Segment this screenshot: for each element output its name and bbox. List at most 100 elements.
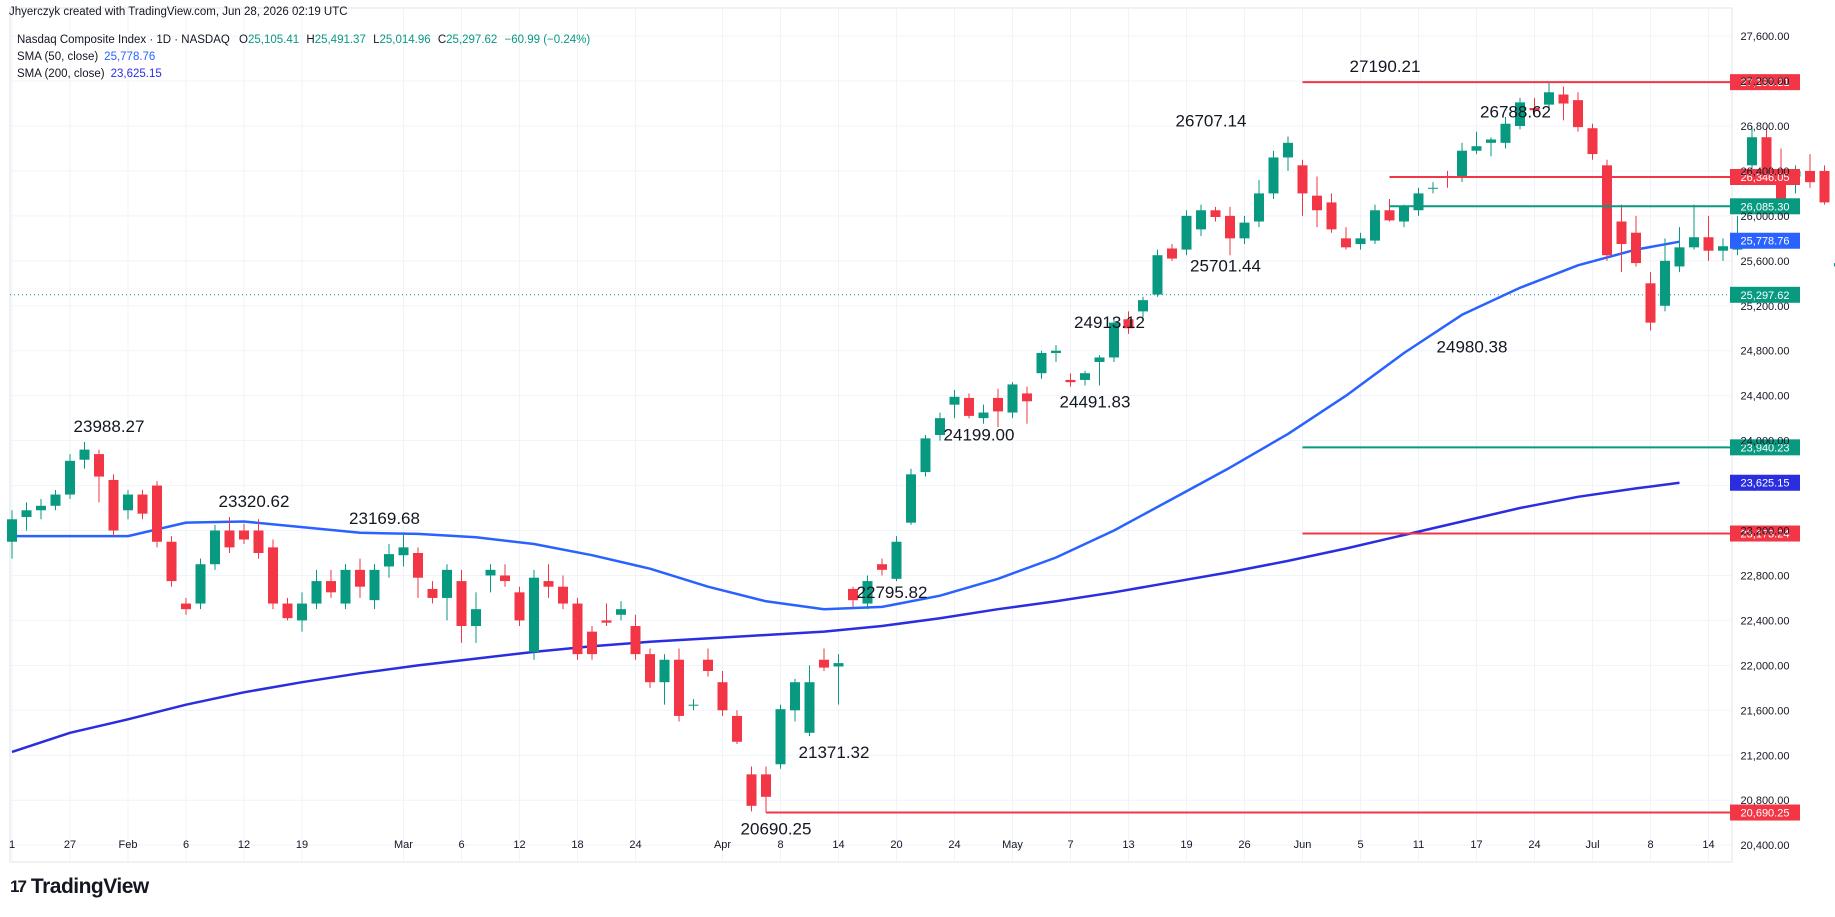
x-tick-label: 8: [777, 839, 783, 851]
candle-body: [1254, 193, 1264, 222]
level-price-tag: [1730, 804, 1800, 821]
candle-body: [1283, 142, 1293, 158]
time-axis[interactable]: 1 27 Feb 6 12 19 Mar 6 12 18 24 Apr 8 14 20 24 May 7 13 19 2…: [9, 839, 1715, 851]
tradingview-logo-icon: 17: [10, 877, 27, 896]
candle-body: [1602, 165, 1612, 256]
candle-body: [1268, 157, 1279, 194]
price-annotation: 27190.21: [1350, 57, 1421, 76]
candle-body: [253, 530, 264, 553]
price-annotation: 23988.27: [74, 417, 145, 436]
y-tick-label: 26,000.00: [1741, 211, 1790, 223]
x-tick-label: 17: [1470, 839, 1482, 851]
candle-body: [1370, 210, 1380, 241]
candle-body: [1515, 102, 1525, 126]
x-tick-label: 12: [513, 839, 525, 851]
x-tick-label: Apr: [714, 839, 731, 851]
candle-body: [775, 709, 786, 765]
ohlc-open-label: O: [239, 34, 248, 46]
candle-body: [108, 479, 119, 531]
candle-body: [442, 569, 452, 598]
symbol-title: Nasdaq Composite Index · 1D · NASDAQ: [17, 34, 230, 46]
candle-body: [891, 541, 902, 579]
symbol-legend[interactable]: Nasdaq Composite Index · 1D · NASDAQ O25…: [17, 34, 590, 46]
level-price-label: 20,690.25: [1741, 808, 1790, 820]
candle-body: [703, 659, 713, 671]
price-tag: [1730, 286, 1800, 303]
x-tick-label: 6: [183, 839, 189, 851]
x-tick-label: 27: [64, 839, 76, 851]
annotations: 23988.27 23320.62 23169.68 20690.25 21371.32…: [74, 57, 1551, 838]
candle-body: [239, 530, 249, 540]
level-price-label: 26,346.05: [1741, 172, 1790, 184]
candle-body: [1312, 195, 1322, 211]
price-annotation: 23320.62: [219, 492, 290, 511]
candle-body: [1355, 238, 1366, 244]
x-tick-label: 24: [948, 839, 960, 851]
x-tick-label: Jul: [1585, 839, 1599, 851]
candle-body: [1022, 393, 1032, 402]
candle-body: [1747, 137, 1757, 166]
price-tag-label: 23,625.15: [1741, 478, 1790, 490]
candle-body: [1529, 108, 1540, 111]
y-tick-label: 22,400.00: [1741, 615, 1790, 627]
candle-body: [804, 682, 815, 733]
ohlc-close-label: C: [437, 34, 447, 46]
x-tick-label: 5: [1357, 839, 1363, 851]
y-tick-label: 22,800.00: [1741, 570, 1790, 582]
y-tick-label: 26,400.00: [1741, 166, 1790, 178]
sma200-value: 23,625.15: [110, 68, 162, 80]
x-tick-label: Jun: [1294, 839, 1312, 851]
horizontal-lines[interactable]: 27,190.21 26,346.05 26,085.30 23,940.23 23,1…: [766, 74, 1800, 821]
candle-body: [471, 609, 481, 627]
x-tick-label: 20: [890, 839, 902, 851]
price-annotation: 24913.12: [1074, 313, 1145, 332]
candle-body: [935, 418, 945, 435]
x-tick-label: 24: [1528, 839, 1540, 851]
level-price-label: 23,173.24: [1741, 529, 1790, 541]
sma50-line: [12, 240, 1680, 611]
candle-body: [1094, 357, 1105, 362]
x-tick-label: 18: [571, 839, 583, 851]
candle-body: [659, 659, 670, 683]
level-price-tag: [1730, 525, 1800, 542]
candle-body: [746, 774, 757, 806]
y-tick-label: 21,600.00: [1741, 705, 1790, 717]
price-annotation: 24491.83: [1060, 392, 1131, 411]
candle-body: [1123, 319, 1134, 329]
y-tick-label: 27,200.00: [1741, 76, 1790, 88]
ohlc-open-value: 25,105.41: [248, 34, 300, 46]
x-tick-label: 8: [1647, 839, 1653, 851]
candle-body: [427, 588, 438, 598]
price-axis[interactable]: 20,400.00 20,800.00 21,200.00 21,600.00 22,0…: [1730, 31, 1800, 852]
x-tick-label: 7: [1067, 839, 1073, 851]
sma50-legend[interactable]: SMA (50, close) 25,778.76: [17, 51, 155, 63]
candle-body: [1471, 146, 1482, 151]
candle-body: [50, 494, 61, 506]
candle-body: [1341, 238, 1351, 248]
candle-body: [630, 626, 641, 655]
chart-credit: Jhyerczyk created with TradingView.com, …: [9, 6, 348, 18]
price-tag: [1730, 232, 1800, 249]
candle-body: [123, 494, 133, 511]
price-annotation: 21371.32: [799, 743, 870, 762]
candle-body: [514, 592, 525, 621]
candle-body: [732, 715, 742, 742]
candle-body: [413, 552, 423, 578]
candle-body: [21, 510, 32, 518]
sma200-legend[interactable]: SMA (200, close) 23,625.15: [17, 68, 162, 80]
candle-body: [1674, 247, 1685, 267]
tradingview-brand[interactable]: 17 TradingView: [10, 875, 149, 899]
price-annotation: 25701.44: [1190, 256, 1261, 275]
candle-body: [1036, 352, 1047, 374]
x-tick-label: Feb: [119, 839, 138, 851]
x-tick-label: 1: [9, 839, 15, 851]
price-annotation: 23169.68: [349, 509, 420, 528]
candle-body: [500, 575, 510, 582]
candle-body: [920, 438, 931, 473]
x-tick-label: 19: [296, 839, 308, 851]
x-tick-label: 13: [1122, 839, 1134, 851]
candle-body: [543, 581, 554, 587]
level-price-label: 26,085.30: [1741, 201, 1790, 213]
candle-body: [1167, 248, 1177, 259]
